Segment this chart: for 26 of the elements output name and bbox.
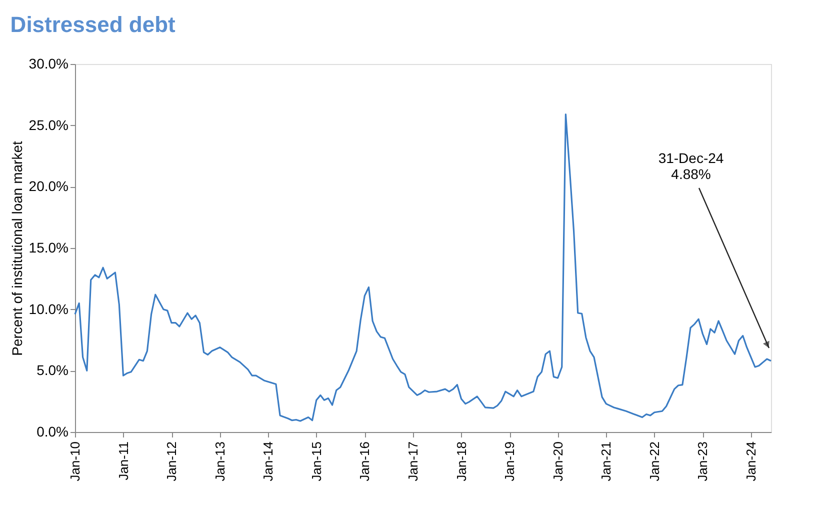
x-tick-label: Jan-21 xyxy=(598,442,614,482)
y-tick-label: 25.0% xyxy=(28,116,68,133)
x-tick-label: Jan-24 xyxy=(743,442,758,482)
x-tick-label: Jan-13 xyxy=(212,442,228,482)
x-tick-label: Jan-10 xyxy=(68,442,82,482)
y-axis-title: Percent of institutional loan market xyxy=(8,141,25,356)
y-tick-label: 30.0% xyxy=(28,56,68,72)
x-tick-label: Jan-22 xyxy=(646,442,662,482)
x-tick-label: Jan-16 xyxy=(357,442,372,482)
line-series xyxy=(74,113,772,422)
x-tick-label: Jan-14 xyxy=(260,442,276,482)
annotation: 31-Dec-24 4.88% xyxy=(658,150,724,182)
x-tick-label: Jan-12 xyxy=(164,442,179,482)
y-tick-label: 10.0% xyxy=(28,300,68,317)
y-tick-label: 20.0% xyxy=(28,178,68,194)
x-tick-label: Jan-23 xyxy=(695,442,710,482)
y-tick-label: 0.0% xyxy=(36,424,68,440)
x-tick-label: Jan-11 xyxy=(116,442,131,480)
x-tick-label: Jan-20 xyxy=(550,442,566,482)
x-tick-label: Jan-18 xyxy=(454,442,469,482)
chart-title: Distressed debt xyxy=(10,12,176,37)
y-tick-label: 15.0% xyxy=(28,240,68,256)
x-tick-label: Jan-15 xyxy=(308,442,324,482)
x-tick-label: Jan-17 xyxy=(406,442,421,482)
y-tick-label: 5.0% xyxy=(36,362,68,378)
x-tick-label: Jan-19 xyxy=(502,442,518,482)
